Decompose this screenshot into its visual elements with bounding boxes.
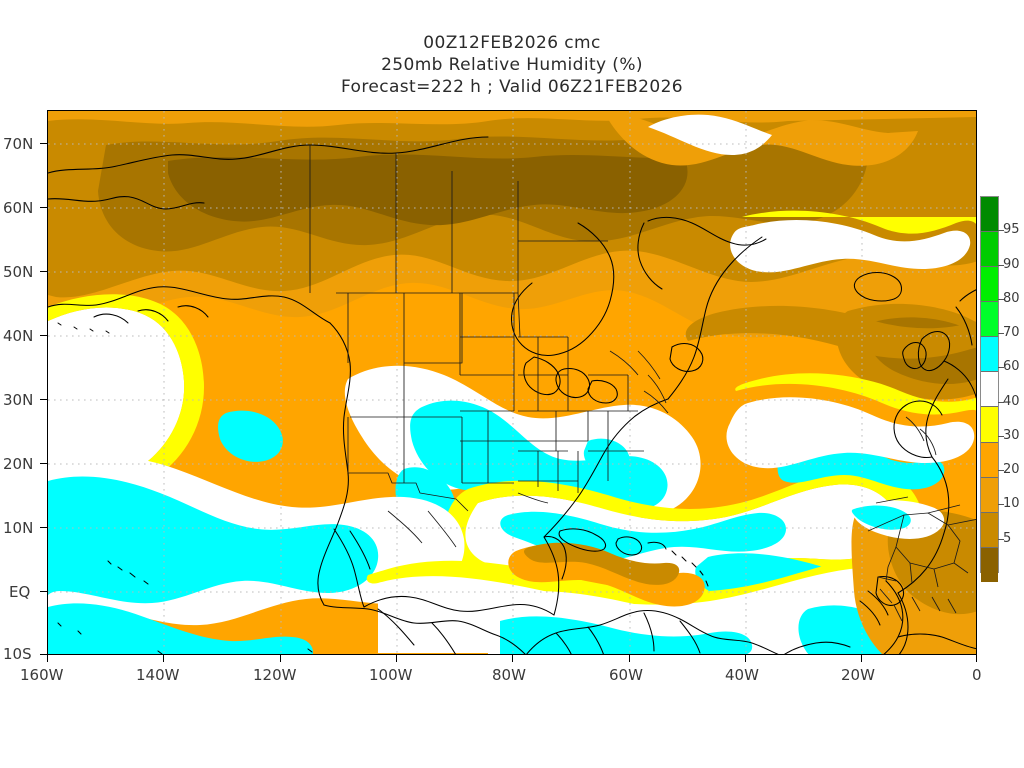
lon-label-20W: 20W	[841, 666, 875, 684]
colorbar-band-5	[981, 547, 998, 582]
lon-label-160W: 160W	[20, 666, 64, 684]
colorbar-band-90	[981, 267, 998, 303]
chart-title-line1: 00Z12FEB2026 cmc	[423, 33, 601, 53]
colorbar-tick-10	[998, 504, 1004, 505]
colorbar-tick-40	[998, 402, 1004, 403]
colorbar-tick-30	[998, 436, 1004, 437]
colorbar-label-10: 10	[1003, 496, 1020, 511]
lat-label-20N: 20N	[3, 455, 34, 473]
colorbar-band-70	[981, 337, 998, 373]
lon-tick-80W	[512, 655, 513, 662]
colorbar-label-80: 80	[1003, 291, 1020, 306]
colorbar-tick-95	[998, 230, 1004, 231]
lon-label-120W: 120W	[253, 666, 297, 684]
lon-label-60W: 60W	[609, 666, 643, 684]
colorbar-band-60	[981, 372, 998, 408]
lat-label-50N: 50N	[3, 263, 34, 281]
colorbar-band-top	[981, 197, 998, 233]
lat-tick-70N	[40, 143, 47, 144]
colorbar-band-95	[981, 232, 998, 268]
colorbar-tick-90	[998, 265, 1004, 266]
lat-label-30N: 30N	[3, 391, 34, 409]
chart-title-line3: Forecast=222 h ; Valid 06Z21FEB2026	[340, 77, 684, 97]
colorbar-label-70: 70	[1003, 325, 1020, 340]
lon-tick-60W	[629, 655, 630, 662]
colorbar-band-80	[981, 302, 998, 338]
lat-tick-EQ	[40, 591, 47, 592]
lon-label-80W: 80W	[492, 666, 526, 684]
colorbar-tick-60	[998, 367, 1004, 368]
map-plot-area	[47, 110, 977, 655]
chart-title-line2: 250mb Relative Humidity (%)	[381, 55, 643, 75]
colorbar-label-95: 95	[1003, 222, 1020, 237]
colorbar-band-20	[981, 477, 998, 513]
colorbar-label-90: 90	[1003, 257, 1020, 272]
lon-tick-160W	[47, 655, 48, 662]
colorbar-label-20: 20	[1003, 462, 1020, 477]
lon-tick-20W	[861, 655, 862, 662]
lon-tick-120W	[280, 655, 281, 662]
colorbar-band-30	[981, 442, 998, 478]
colorbar-tick-20	[998, 470, 1004, 471]
lat-label-60N: 60N	[3, 199, 34, 217]
colorbar-label-5: 5	[1003, 531, 1012, 546]
colorbar-band-40	[981, 407, 998, 443]
humidity-contour-field	[48, 111, 976, 654]
lat-tick-10N	[40, 527, 47, 528]
lon-tick-100W	[396, 655, 397, 662]
lat-tick-50N	[40, 271, 47, 272]
colorbar-tick-70	[998, 333, 1004, 334]
lat-label-10S: 10S	[3, 645, 32, 663]
lon-label-100W: 100W	[369, 666, 413, 684]
colorbar-tick-5	[998, 539, 1004, 540]
colorbar-label-40: 40	[1003, 394, 1020, 409]
colorbar	[980, 196, 999, 582]
lon-tick-40W	[745, 655, 746, 662]
colorbar-label-30: 30	[1003, 428, 1020, 443]
lat-label-EQ: EQ	[9, 583, 31, 601]
lat-tick-30N	[40, 399, 47, 400]
colorbar-label-60: 60	[1003, 359, 1020, 374]
lat-tick-10S	[40, 654, 47, 655]
lat-tick-40N	[40, 335, 47, 336]
lon-label-0: 0	[972, 666, 982, 684]
lat-label-10N: 10N	[3, 519, 34, 537]
lat-label-70N: 70N	[3, 135, 34, 153]
lon-tick-0	[976, 655, 977, 662]
lat-tick-60N	[40, 207, 47, 208]
lon-label-40W: 40W	[725, 666, 759, 684]
colorbar-tick-80	[998, 299, 1004, 300]
lat-label-40N: 40N	[3, 327, 34, 345]
lon-tick-140W	[163, 655, 164, 662]
lat-tick-20N	[40, 463, 47, 464]
lon-label-140W: 140W	[136, 666, 180, 684]
colorbar-band-10	[981, 512, 998, 548]
